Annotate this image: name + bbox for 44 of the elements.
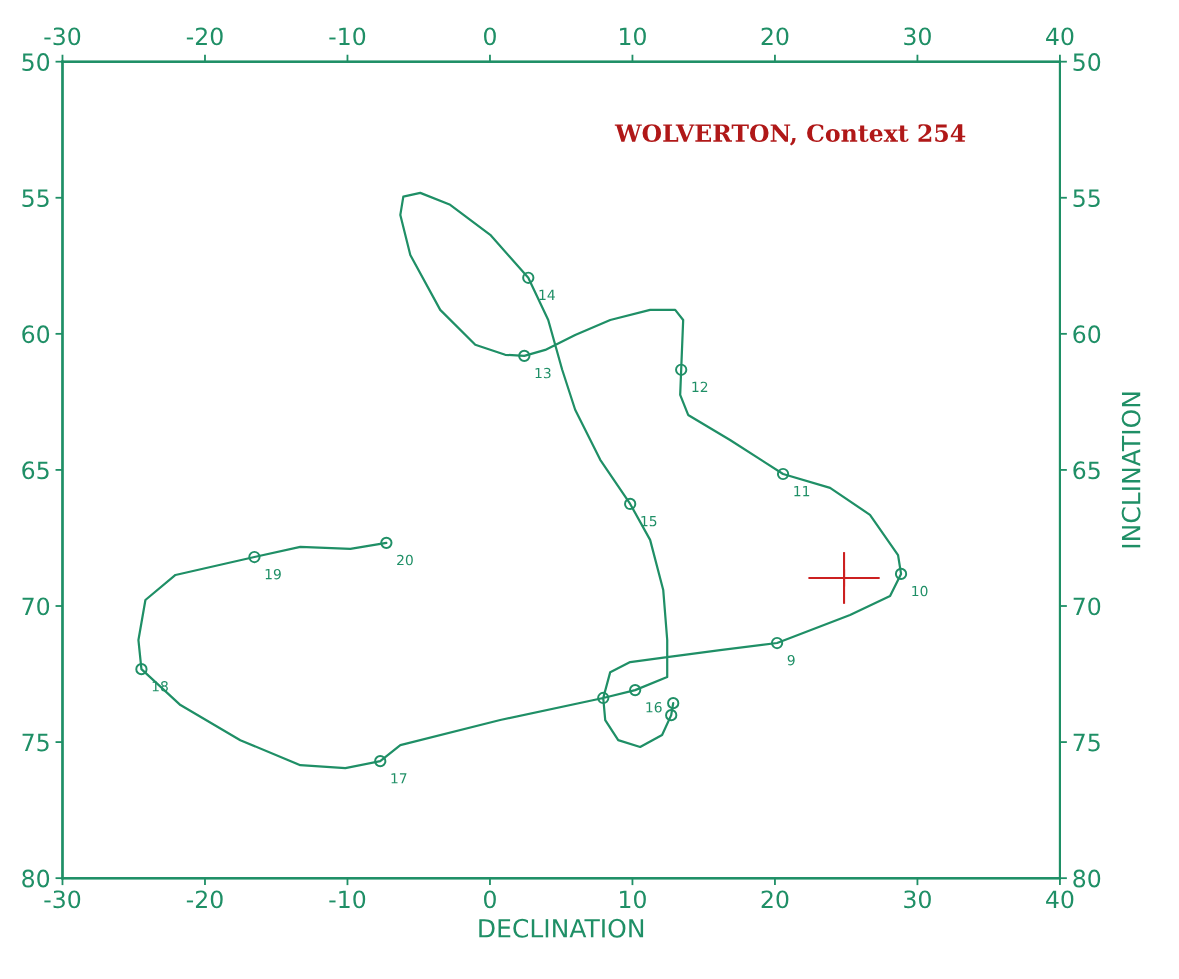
y2-tick-label: 80 xyxy=(1073,869,1101,888)
y-tick-label: 75 xyxy=(22,733,49,752)
x2-tick-label: 40 xyxy=(1046,27,1074,46)
y-tick-label: 55 xyxy=(22,189,49,208)
x2-tick-label: 0 xyxy=(484,27,496,46)
text: WOLVERTON, Context 254 xyxy=(614,124,966,146)
y2-tick-label: 60 xyxy=(1073,325,1101,344)
annotation: 16 xyxy=(646,702,662,713)
y2-tick-label: 55 xyxy=(1073,189,1100,208)
annotation: 13 xyxy=(535,367,551,379)
y-tick-label: 50 xyxy=(22,53,50,71)
annotation: 14 xyxy=(539,289,555,300)
annotation: 17 xyxy=(391,773,407,784)
annotation: 12 xyxy=(692,381,708,392)
annotation: 20 xyxy=(397,554,413,566)
x-tick-label: 20 xyxy=(761,890,789,909)
x2-tick-label: 20 xyxy=(761,27,789,46)
x-tick-label: 30 xyxy=(904,890,931,909)
annotation: 11 xyxy=(794,486,810,497)
y-tick-label: 65 xyxy=(22,461,49,480)
x-tick-label: 0 xyxy=(484,890,496,909)
annotation: 15 xyxy=(641,516,657,527)
y2-tick-label: 75 xyxy=(1073,733,1100,752)
y-tick-label: 60 xyxy=(22,325,50,344)
x2-tick-label: -30 xyxy=(44,27,81,46)
x2-tick-label: -10 xyxy=(329,27,366,46)
y2-tick-label: 65 xyxy=(1073,461,1100,480)
annotation: 10 xyxy=(912,585,928,597)
x-tick-label: 40 xyxy=(1046,890,1074,909)
x2-tick-label: -20 xyxy=(186,27,223,46)
x-tick-label: -20 xyxy=(186,890,223,909)
annotation: 9 xyxy=(787,654,795,666)
x-tick-label: 10 xyxy=(620,890,646,909)
x-tick-label: -10 xyxy=(329,890,366,909)
x-tick-label: -30 xyxy=(44,890,81,909)
y2-axis-title: INCLINATION xyxy=(1121,392,1141,548)
y2-tick-label: 70 xyxy=(1073,597,1101,616)
y2-tick-label: 50 xyxy=(1073,53,1101,71)
annotation: 19 xyxy=(265,568,281,580)
y-tick-label: 70 xyxy=(22,597,50,616)
x2-tick-label: 10 xyxy=(620,27,646,46)
y-tick-label: 80 xyxy=(22,869,50,888)
x2-tick-label: 30 xyxy=(904,27,931,46)
x-axis-title: DECLINATION xyxy=(479,918,644,938)
